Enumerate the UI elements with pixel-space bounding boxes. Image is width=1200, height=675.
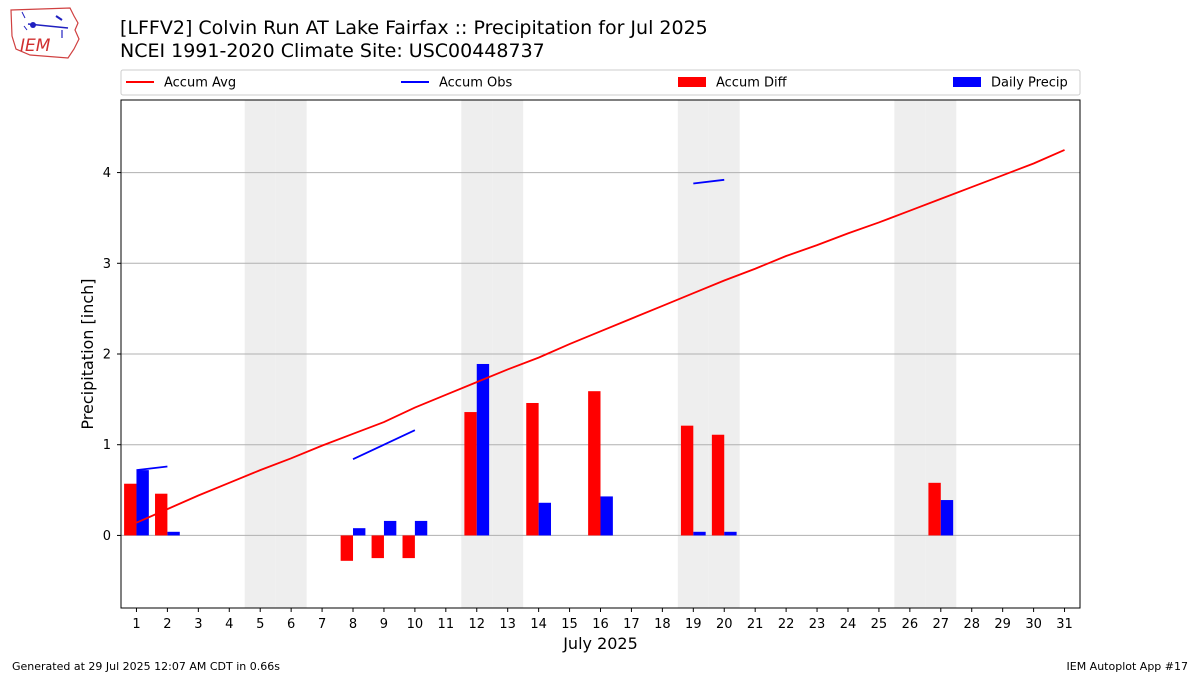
x-tick-label: 4 (225, 617, 233, 632)
autoplot-app-label: IEM Autoplot App #17 (1066, 660, 1189, 673)
x-tick-label: 31 (1056, 617, 1073, 632)
x-tick-label: 1 (132, 617, 140, 632)
accum-diff-bar (124, 483, 137, 536)
accum-diff-bar (711, 434, 725, 536)
daily-precip-bar (414, 520, 428, 536)
x-tick-label: 28 (963, 617, 980, 632)
x-tick-label: 19 (685, 617, 702, 632)
y-tick-label: 0 (103, 529, 111, 544)
legend-box (120, 69, 1081, 96)
daily-precip-bar (476, 363, 490, 536)
daily-precip-bar (940, 500, 954, 536)
x-tick-label: 30 (1025, 617, 1042, 632)
legend-entry-label: Accum Avg (164, 76, 236, 91)
accum-diff-bar (371, 535, 384, 559)
y-tick-label: 4 (103, 166, 111, 181)
x-tick-label: 7 (318, 617, 326, 632)
generated-timestamp: Generated at 29 Jul 2025 12:07 AM CDT in… (12, 660, 280, 673)
x-tick-label: 15 (561, 617, 578, 632)
x-tick-label: 12 (468, 617, 485, 632)
daily-precip-bar (167, 531, 180, 536)
x-tick-label: 16 (592, 617, 609, 632)
legend-entry-label: Daily Precip (991, 76, 1068, 91)
accum-diff-bar (588, 391, 601, 536)
chart-subtitle: NCEI 1991-2020 Climate Site: USC00448737 (120, 40, 545, 62)
accum-avg-line (136, 149, 1065, 524)
x-axis-label: July 2025 (562, 634, 638, 653)
y-axis-label: Precipitation [inch] (78, 278, 97, 429)
daily-precip-bar (538, 502, 552, 536)
x-tick-label: 3 (194, 617, 202, 632)
accum-obs-line (693, 178, 725, 185)
daily-precip-bar (353, 528, 366, 536)
x-tick-label: 10 (407, 617, 424, 632)
x-tick-label: 27 (933, 617, 950, 632)
legend-entry-label: Accum Obs (439, 76, 512, 91)
accum-diff-bar (680, 425, 694, 536)
accum-diff-bar (340, 535, 354, 561)
y-tick-label: 1 (103, 438, 111, 453)
x-tick-label: 20 (716, 617, 733, 632)
y-tick-label: 2 (103, 348, 111, 363)
daily-precip-bar (600, 496, 613, 536)
x-tick-label: 18 (654, 617, 671, 632)
iem-logo-graphic: IEM (10, 7, 80, 59)
iem-logo-text: IEM (20, 36, 51, 56)
x-tick-label: 23 (809, 617, 826, 632)
daily-precip-bar (136, 470, 149, 536)
legend-entry-label: Accum Diff (716, 76, 788, 91)
accum-diff-bar (464, 412, 477, 536)
daily-precip-bar (693, 531, 706, 536)
x-tick-label: 14 (530, 617, 547, 632)
x-tick-label: 5 (256, 617, 264, 632)
x-tick-label: 26 (902, 617, 919, 632)
x-tick-label: 8 (349, 617, 357, 632)
chart-title: [LFFV2] Colvin Run AT Lake Fairfax :: Pr… (120, 17, 708, 39)
accum-diff-bar (928, 482, 941, 536)
accum-diff-bar (402, 535, 415, 559)
legend-swatch (953, 77, 981, 87)
x-tick-label: 24 (840, 617, 857, 632)
x-tick-label: 21 (747, 617, 764, 632)
x-tick-label: 22 (778, 617, 795, 632)
legend-swatch (678, 77, 706, 87)
accum-obs-line (352, 429, 416, 461)
x-tick-label: 13 (499, 617, 516, 632)
x-tick-label: 11 (438, 617, 455, 632)
daily-precip-bar (383, 520, 397, 536)
daily-precip-bar (724, 531, 737, 536)
x-tick-label: 25 (871, 617, 888, 632)
y-tick-label: 3 (103, 257, 111, 272)
accum-diff-bar (526, 402, 539, 536)
x-tick-label: 9 (380, 617, 388, 632)
x-tick-label: 2 (163, 617, 171, 632)
x-tick-label: 6 (287, 617, 295, 632)
iem-logo: IEM (8, 6, 80, 60)
x-tick-label: 17 (623, 617, 640, 632)
accum-obs-line (136, 465, 168, 472)
x-tick-label: 29 (994, 617, 1011, 632)
accum-diff-bar (155, 493, 168, 536)
